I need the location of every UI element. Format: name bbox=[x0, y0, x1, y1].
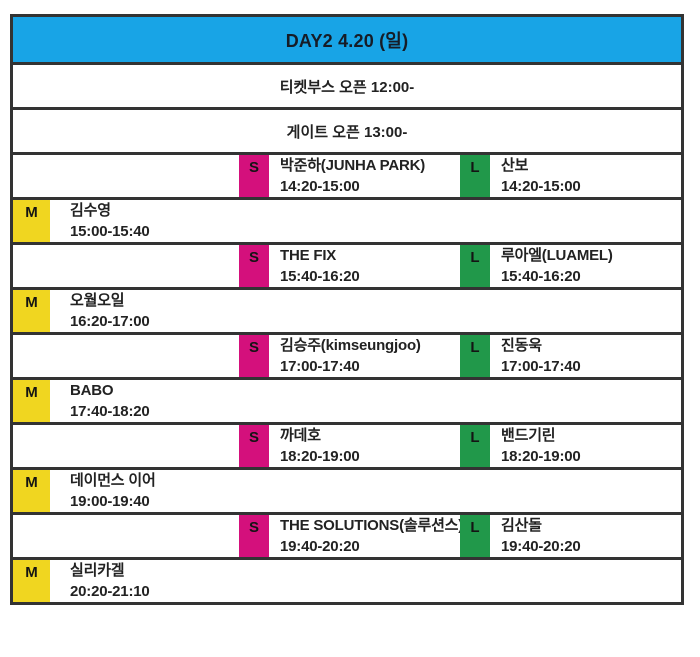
act-name: 김수영 bbox=[70, 202, 111, 219]
act-time: 19:40-20:20 bbox=[501, 538, 581, 555]
act-time: 14:20-15:00 bbox=[501, 178, 581, 195]
stage-m-label: M bbox=[25, 474, 38, 491]
stage-l-act: 루아엘(LUAMEL) 15:40-16:20 bbox=[490, 245, 681, 287]
stage-m-label: M bbox=[25, 204, 38, 221]
stage-l-act: 진동욱 17:00-17:40 bbox=[490, 335, 681, 377]
stage-l-badge: L bbox=[460, 155, 490, 197]
stage-s-badge: S bbox=[239, 515, 269, 557]
stage-l-label: L bbox=[470, 249, 480, 266]
stage-s-label: S bbox=[248, 249, 259, 266]
act-time: 17:00-17:40 bbox=[280, 358, 360, 375]
stage-s-act: THE SOLUTIONS(솔루션스) 19:40-20:20 bbox=[269, 515, 460, 557]
stage-s-badge: S bbox=[239, 155, 269, 197]
gate-open-text: 게이트 오픈 13:00- bbox=[286, 123, 408, 141]
stage-s-badge: S bbox=[239, 245, 269, 287]
day-header-row: DAY2 4.20 (일) bbox=[13, 17, 681, 62]
act-name: 데이먼스 이어 bbox=[70, 472, 156, 489]
stage-l-badge: L bbox=[460, 515, 490, 557]
act-name: 김산돌 bbox=[501, 517, 542, 534]
act-time: 18:20-19:00 bbox=[280, 448, 360, 465]
stage-l-badge: L bbox=[460, 425, 490, 467]
stage-s-label: S bbox=[248, 339, 259, 356]
schedule-row-m-2: M 오월오일 16:20-17:00 bbox=[13, 287, 681, 332]
schedule-row-m-5: M 실리카겔 20:20-21:10 bbox=[13, 557, 681, 602]
act-name: THE SOLUTIONS(솔루션스) bbox=[280, 517, 460, 534]
stage-s-badge: S bbox=[239, 425, 269, 467]
act-name: 까데호 bbox=[280, 427, 321, 444]
festival-timetable: DAY2 4.20 (일) 티켓부스 오픈 12:00- 게이트 오픈 13:0… bbox=[10, 14, 684, 605]
act-name: 박준하(JUNHA PARK) bbox=[280, 157, 426, 174]
act-time: 18:20-19:00 bbox=[501, 448, 581, 465]
act-time: 15:40-16:20 bbox=[280, 268, 360, 285]
act-name: 진동욱 bbox=[501, 337, 542, 354]
stage-m-label: M bbox=[25, 294, 38, 311]
act-time: 17:00-17:40 bbox=[501, 358, 581, 375]
act-name: 실리카겔 bbox=[70, 562, 125, 579]
act-time: 15:00-15:40 bbox=[70, 223, 150, 240]
stage-l-label: L bbox=[470, 519, 480, 536]
day-title: DAY2 4.20 (일) bbox=[285, 30, 409, 51]
act-name: 산보 bbox=[501, 157, 529, 174]
stage-l-label: L bbox=[470, 339, 480, 356]
act-time: 16:20-17:00 bbox=[70, 313, 150, 330]
stage-m-act: 실리카겔 20:20-21:10 bbox=[50, 560, 681, 602]
stage-m-badge: M bbox=[13, 200, 50, 242]
schedule-row-m-3: M BABO 17:40-18:20 bbox=[13, 377, 681, 422]
stage-m-act: BABO 17:40-18:20 bbox=[50, 380, 681, 422]
stage-l-badge: L bbox=[460, 245, 490, 287]
stage-m-badge: M bbox=[13, 470, 50, 512]
stage-l-label: L bbox=[470, 429, 480, 446]
act-time: 19:40-20:20 bbox=[280, 538, 360, 555]
act-time: 19:00-19:40 bbox=[70, 493, 150, 510]
stage-l-act: 산보 14:20-15:00 bbox=[490, 155, 681, 197]
act-time: 17:40-18:20 bbox=[70, 403, 150, 420]
stage-m-label: M bbox=[25, 384, 38, 401]
row-spacer bbox=[13, 425, 239, 467]
act-name: BABO bbox=[70, 382, 114, 399]
ticket-booth-open-text: 티켓부스 오픈 12:00- bbox=[279, 78, 415, 96]
act-name: 김승주(kimseungjoo) bbox=[280, 337, 421, 354]
stage-s-label: S bbox=[248, 519, 259, 536]
schedule-row-sl-3: S 김승주(kimseungjoo) 17:00-17:40 L 진동욱 17:… bbox=[13, 332, 681, 377]
ticket-booth-row: 티켓부스 오픈 12:00- bbox=[13, 62, 681, 107]
act-name: 루아엘(LUAMEL) bbox=[501, 247, 613, 264]
stage-s-act: 김승주(kimseungjoo) 17:00-17:40 bbox=[269, 335, 460, 377]
schedule-row-m-1: M 김수영 15:00-15:40 bbox=[13, 197, 681, 242]
stage-m-act: 데이먼스 이어 19:00-19:40 bbox=[50, 470, 681, 512]
stage-s-act: 박준하(JUNHA PARK) 14:20-15:00 bbox=[269, 155, 460, 197]
row-spacer bbox=[13, 515, 239, 557]
schedule-row-sl-1: S 박준하(JUNHA PARK) 14:20-15:00 L 산보 14:20… bbox=[13, 152, 681, 197]
row-spacer bbox=[13, 335, 239, 377]
schedule-row-sl-4: S 까데호 18:20-19:00 L 밴드기린 18:20-19:00 bbox=[13, 422, 681, 467]
row-spacer bbox=[13, 245, 239, 287]
row-spacer bbox=[13, 155, 239, 197]
stage-l-act: 밴드기린 18:20-19:00 bbox=[490, 425, 681, 467]
stage-s-label: S bbox=[248, 159, 259, 176]
schedule-row-sl-2: S THE FIX 15:40-16:20 L 루아엘(LUAMEL) 15:4… bbox=[13, 242, 681, 287]
schedule-row-m-4: M 데이먼스 이어 19:00-19:40 bbox=[13, 467, 681, 512]
stage-s-act: 까데호 18:20-19:00 bbox=[269, 425, 460, 467]
stage-m-act: 김수영 15:00-15:40 bbox=[50, 200, 681, 242]
act-name: THE FIX bbox=[280, 247, 337, 264]
stage-s-label: S bbox=[248, 429, 259, 446]
stage-m-badge: M bbox=[13, 380, 50, 422]
act-time: 14:20-15:00 bbox=[280, 178, 360, 195]
stage-s-badge: S bbox=[239, 335, 269, 377]
stage-m-badge: M bbox=[13, 290, 50, 332]
stage-m-badge: M bbox=[13, 560, 50, 602]
stage-l-label: L bbox=[470, 159, 480, 176]
stage-l-badge: L bbox=[460, 335, 490, 377]
stage-s-act: THE FIX 15:40-16:20 bbox=[269, 245, 460, 287]
act-time: 15:40-16:20 bbox=[501, 268, 581, 285]
act-time: 20:20-21:10 bbox=[70, 583, 150, 600]
stage-m-act: 오월오일 16:20-17:00 bbox=[50, 290, 681, 332]
stage-m-label: M bbox=[25, 564, 38, 581]
act-name: 오월오일 bbox=[70, 292, 125, 309]
stage-l-act: 김산돌 19:40-20:20 bbox=[490, 515, 681, 557]
schedule-row-sl-5: S THE SOLUTIONS(솔루션스) 19:40-20:20 L 김산돌 … bbox=[13, 512, 681, 557]
act-name: 밴드기린 bbox=[501, 427, 556, 444]
gate-open-row: 게이트 오픈 13:00- bbox=[13, 107, 681, 152]
